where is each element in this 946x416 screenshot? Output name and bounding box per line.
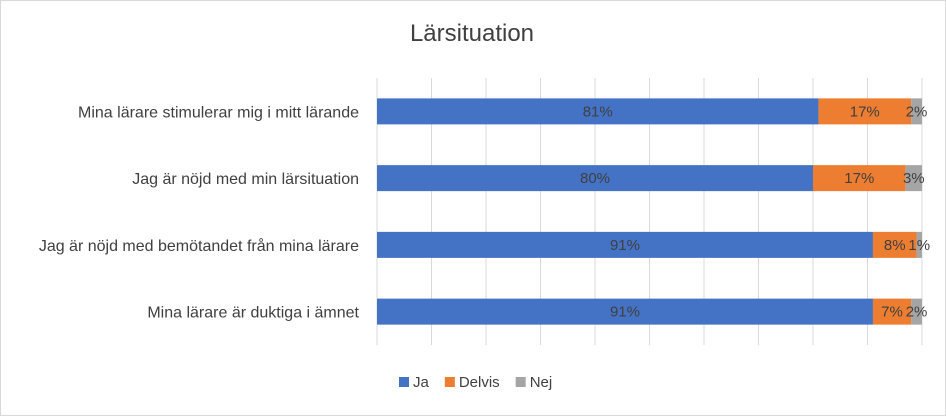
data-label: 17% bbox=[844, 170, 874, 187]
data-label: 81% bbox=[583, 103, 613, 120]
category-labels: Mina lärare stimulerar mig i mitt lärand… bbox=[39, 104, 360, 321]
legend-swatch bbox=[515, 377, 526, 387]
chart-title: Lärsituation bbox=[409, 20, 535, 47]
bar-ja bbox=[377, 231, 873, 258]
category-label: Mina lärare stimulerar mig i mitt lärand… bbox=[78, 104, 359, 121]
data-label: 80% bbox=[580, 170, 610, 187]
category-label: Jag är nöjd med min lärsituation bbox=[132, 171, 359, 188]
legend-label: Delvis bbox=[459, 374, 500, 391]
legend-swatch bbox=[399, 377, 409, 387]
data-label: 17% bbox=[850, 103, 880, 120]
legend-swatch bbox=[444, 377, 455, 387]
legend: Ja Delvis Nej bbox=[399, 374, 552, 391]
bar-ja bbox=[377, 298, 873, 325]
data-label: 91% bbox=[610, 304, 640, 321]
bar-nej bbox=[905, 165, 922, 192]
bar-nej bbox=[916, 231, 922, 258]
data-label: 8% bbox=[884, 237, 906, 254]
bar-nej bbox=[911, 98, 922, 125]
legend-label: Ja bbox=[413, 374, 430, 391]
bar-ja bbox=[377, 165, 813, 192]
data-label: 2% bbox=[906, 304, 928, 321]
data-label: 91% bbox=[610, 237, 640, 254]
data-label: 1% bbox=[908, 237, 930, 254]
category-label: Jag är nöjd med bemötandet från mina lär… bbox=[39, 237, 359, 255]
bar-delvis bbox=[813, 165, 906, 192]
bar-delvis bbox=[818, 98, 912, 125]
bar-ja bbox=[377, 98, 819, 125]
data-label: 3% bbox=[903, 170, 925, 187]
data-label: 7% bbox=[881, 304, 903, 321]
bar-nej bbox=[911, 298, 922, 325]
legend-label: Nej bbox=[530, 374, 553, 391]
bar-delvis bbox=[872, 298, 912, 325]
data-label: 2% bbox=[906, 103, 928, 120]
bar-delvis bbox=[872, 231, 917, 258]
bars: 81% 17% 2%80% 17% 3%91% 8% 1%91% 7% 2% bbox=[377, 98, 930, 325]
category-label: Mina lärare är duktiga i ämnet bbox=[147, 305, 359, 322]
